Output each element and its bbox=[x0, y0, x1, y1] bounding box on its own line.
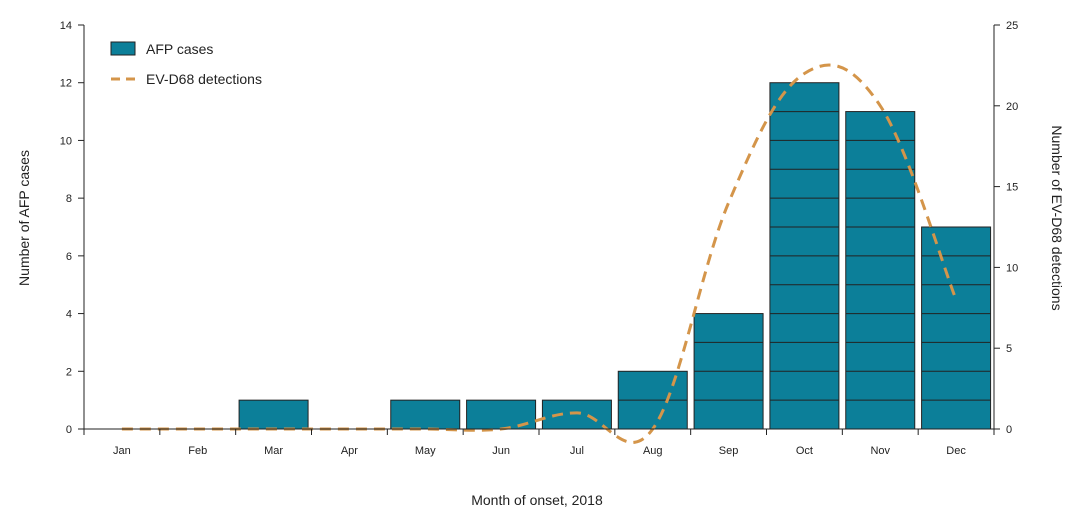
y2-axis-title: Number of EV-D68 detections bbox=[1049, 125, 1065, 310]
x-tick-label-dec: Dec bbox=[946, 445, 966, 457]
x-axis-title: Month of onset, 2018 bbox=[471, 492, 603, 508]
x-tick-label-aug: Aug bbox=[643, 445, 663, 457]
plot-area bbox=[121, 63, 992, 444]
x-tick-label-feb: Feb bbox=[188, 445, 207, 457]
x-tick-label-jul: Jul bbox=[570, 445, 584, 457]
legend-label-afp-cases: AFP cases bbox=[146, 41, 213, 57]
y-tick-label: 12 bbox=[60, 78, 72, 90]
bar-nov bbox=[845, 111, 916, 430]
legend-label-ev-d68: EV-D68 detections bbox=[146, 71, 262, 87]
bar-mar bbox=[238, 399, 309, 430]
legend-swatch-afp-cases bbox=[110, 41, 136, 56]
y-tick-label: 4 bbox=[66, 309, 72, 321]
y2-tick-label: 0 bbox=[1006, 424, 1012, 436]
x-tick-label-sep: Sep bbox=[719, 445, 739, 457]
y2-tick-label: 25 bbox=[1006, 20, 1018, 32]
y-tick-label: 8 bbox=[66, 193, 72, 205]
y-tick-label: 10 bbox=[60, 135, 72, 147]
x-tick-label-jun: Jun bbox=[492, 445, 510, 457]
y2-tick-label: 15 bbox=[1006, 182, 1018, 194]
bar-dec bbox=[921, 226, 992, 430]
y-tick-label: 2 bbox=[66, 366, 72, 378]
x-tick-label-oct: Oct bbox=[796, 445, 813, 457]
x-tick-label-may: May bbox=[415, 445, 436, 457]
y-tick-label: 6 bbox=[66, 251, 72, 263]
y2-tick-label: 10 bbox=[1006, 262, 1018, 274]
y2-tick-label: 5 bbox=[1006, 343, 1012, 355]
y-tick-label: 14 bbox=[60, 20, 72, 32]
x-tick-label-jan: Jan bbox=[113, 445, 131, 457]
x-tick-label-mar: Mar bbox=[264, 445, 283, 457]
x-tick-label-nov: Nov bbox=[870, 445, 890, 457]
axes: 0 2 4 6 8 10 12 14 0 5 10 15 20 25 Jan Feb Mar Apr May Jun J… bbox=[60, 20, 1019, 457]
ev-d68-line bbox=[121, 63, 958, 444]
bar-jun bbox=[466, 399, 537, 430]
y-tick-label: 0 bbox=[66, 424, 72, 436]
legend: AFP cases EV-D68 detections bbox=[110, 41, 262, 87]
y-axis-title: Number of AFP cases bbox=[16, 150, 32, 286]
bar-may bbox=[390, 399, 461, 430]
x-tick-label-apr: Apr bbox=[341, 445, 358, 457]
y2-tick-label: 20 bbox=[1006, 101, 1018, 113]
